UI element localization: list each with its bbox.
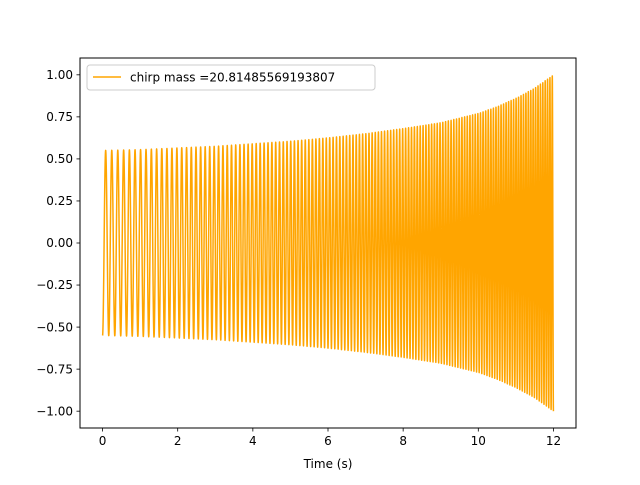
- chirp-series-line: [101, 75, 555, 412]
- series-layer: [101, 75, 555, 412]
- legend-label: chirp mass =20.81485569193807: [130, 71, 335, 85]
- x-axis-label: Time (s): [303, 457, 353, 471]
- x-tick-label: 10: [471, 434, 486, 448]
- x-tick-label: 6: [324, 434, 332, 448]
- legend-box: [86, 64, 376, 91]
- y-tick-label: −1.00: [36, 404, 73, 418]
- y-tick-label: 0.75: [46, 110, 73, 124]
- x-tick-label: 12: [546, 434, 561, 448]
- x-tick-label: 2: [174, 434, 182, 448]
- y-tick-label: 0.25: [46, 194, 73, 208]
- plot-area: 0 2 4 6 8 10 12 −1.00 −0.75 −0.50 −0.25 0.00 0.25 0.…: [36, 57, 577, 448]
- y-tick-label: −0.50: [36, 320, 73, 334]
- y-tick-label: 0.00: [46, 236, 73, 250]
- y-tick-label: −0.75: [36, 362, 73, 376]
- x-tick-label: 8: [399, 434, 407, 448]
- x-axis-ticks: 0 2 4 6 8 10 12: [99, 428, 561, 448]
- y-tick-label: 0.50: [46, 152, 73, 166]
- x-tick-label: 0: [99, 434, 107, 448]
- y-axis-ticks: −1.00 −0.75 −0.50 −0.25 0.00 0.25 0.50 0.75 1.00: [36, 68, 80, 418]
- y-tick-label: 1.00: [46, 68, 73, 82]
- x-tick-label: 4: [249, 434, 257, 448]
- legend: chirp mass =20.81485569193807: [86, 64, 376, 91]
- y-tick-label: −0.25: [36, 278, 73, 292]
